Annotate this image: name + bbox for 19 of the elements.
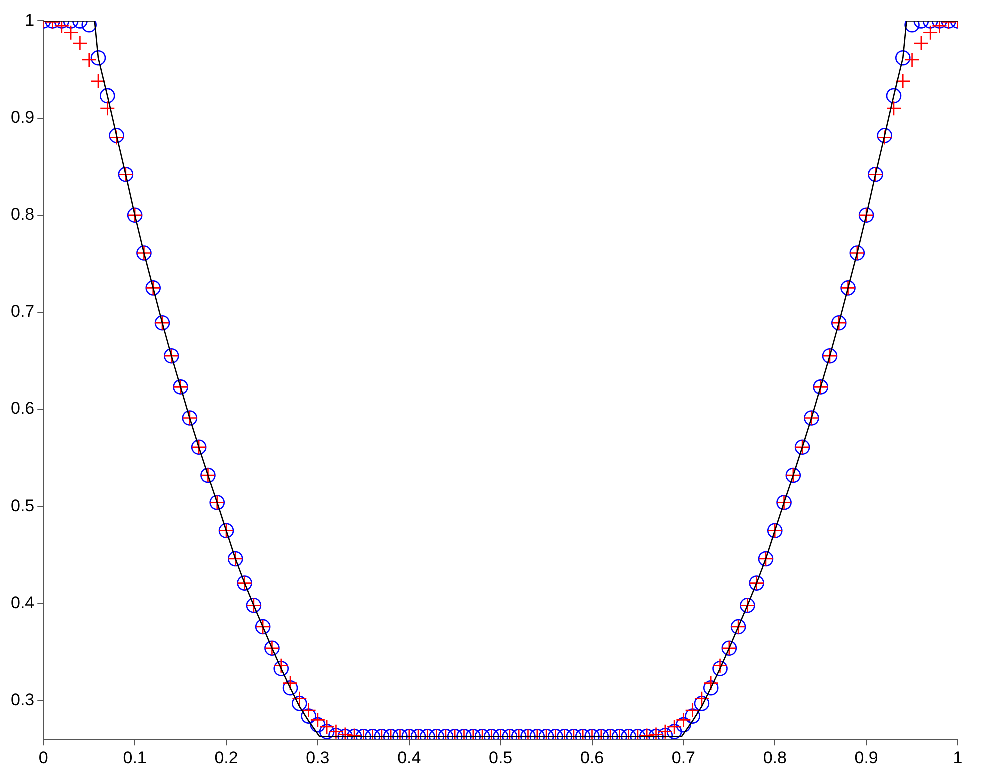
x-tick-label: 0.2 — [214, 748, 238, 768]
y-tick-label: 0.4 — [10, 593, 35, 612]
y-tick-label: 0.6 — [10, 399, 35, 418]
x-tick-label: 0.6 — [580, 748, 604, 768]
y-tick-label: 0.7 — [10, 302, 35, 322]
x-tick-label: 0.5 — [488, 748, 513, 768]
y-tick-label: 0.5 — [10, 496, 35, 516]
x-tick-label: 1 — [953, 748, 963, 768]
y-tick-label: 1 — [25, 10, 35, 30]
y-tick-label: 0.9 — [10, 108, 35, 127]
x-tick-label: 0.4 — [398, 748, 422, 768]
x-tick-label: 0.9 — [854, 748, 878, 768]
x-tick-label: 0.8 — [763, 748, 787, 768]
x-tick-label: 0 — [38, 748, 48, 768]
x-tick-label: 0.1 — [123, 748, 147, 768]
x-tick-label: 0.7 — [672, 748, 696, 768]
y-tick-label: 0.8 — [10, 205, 35, 224]
x-tick-label: 0.3 — [306, 748, 330, 768]
y-tick-label: 0.3 — [10, 690, 35, 710]
